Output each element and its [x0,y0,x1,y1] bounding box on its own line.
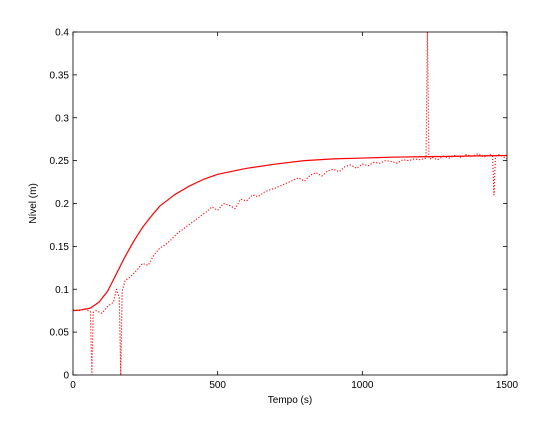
series-line-solid [73,154,507,312]
y-tick-label: 0.35 [50,70,70,81]
x-tick-label: 1500 [496,380,519,391]
y-tick-label: 0.15 [50,242,70,253]
y-tick-label: 0.3 [55,113,69,124]
y-tick-label: 0.25 [50,156,70,167]
y-tick-label: 0 [63,371,69,382]
y-tick-label: 0.05 [50,328,70,339]
x-tick-label: 1000 [351,380,374,391]
series-group [73,32,507,375]
x-tick-label: 0 [70,380,76,391]
plot-area [73,32,507,375]
series-line-dotted [73,32,507,375]
y-axis-label: Nível (m) [28,183,39,224]
axes-layer: 0 500 1000 1500 0 0.05 0.1 0.15 0.2 0.25 0.3 0.35 0.… [50,28,519,392]
x-tick-label: 500 [209,380,226,391]
y-tick-label: 0.2 [55,199,69,210]
labels-layer: Tempo (s) Nível (m) [28,183,312,406]
x-axis-label: Tempo (s) [268,395,312,406]
y-tick-label: 0.1 [55,285,69,296]
y-tick-label: 0.4 [55,28,69,39]
series-layer [73,32,507,375]
